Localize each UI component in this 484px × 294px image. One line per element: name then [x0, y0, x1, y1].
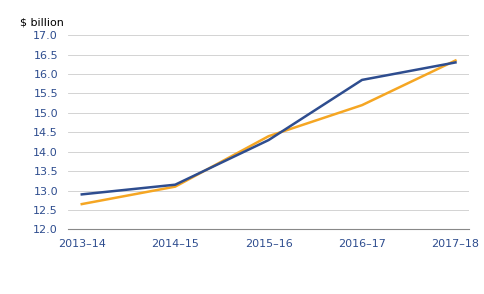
- Revenue: [266, 138, 272, 142]
- Line: Revenue: Revenue: [82, 62, 455, 194]
- Expenditure: [79, 202, 85, 206]
- Revenue: [453, 61, 458, 64]
- Expenditure: [266, 134, 272, 138]
- Expenditure: [359, 103, 365, 107]
- Expenditure: [172, 185, 178, 188]
- Text: $ billion: $ billion: [19, 18, 63, 28]
- Revenue: [79, 193, 85, 196]
- Line: Expenditure: Expenditure: [82, 61, 455, 204]
- Revenue: [172, 183, 178, 186]
- Expenditure: [453, 59, 458, 62]
- Legend: Revenue, Expenditure: Revenue, Expenditure: [170, 289, 367, 294]
- Revenue: [359, 78, 365, 82]
